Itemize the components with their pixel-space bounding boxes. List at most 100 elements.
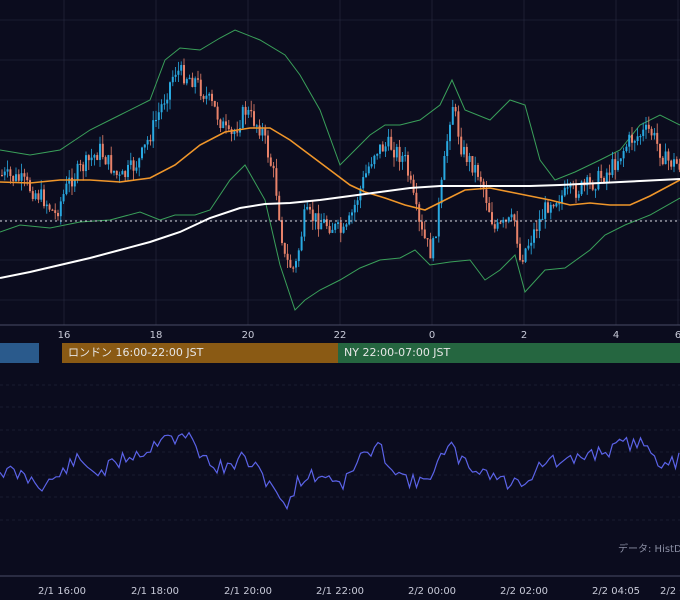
- candle-body: [544, 202, 547, 219]
- candle-body: [138, 158, 141, 168]
- candle-body: [342, 226, 345, 233]
- candle-body: [491, 212, 493, 225]
- candle-body: [82, 164, 85, 172]
- moving-averages: [0, 127, 680, 279]
- candle-body: [339, 222, 342, 233]
- candle-body: [577, 194, 580, 198]
- candle-body: [216, 106, 219, 120]
- candle-body: [43, 189, 45, 207]
- candle-body: [76, 163, 79, 180]
- candle-body: [79, 163, 82, 166]
- candle-body: [345, 224, 348, 227]
- candle-body: [115, 170, 118, 175]
- candle-body: [26, 176, 29, 181]
- candle-body: [253, 111, 255, 126]
- candle-body: [365, 173, 367, 178]
- candle-body: [121, 171, 124, 175]
- candle-body: [370, 164, 373, 167]
- osc-x-tick-label: 2/2 00:00: [408, 586, 456, 597]
- candle-body: [289, 259, 292, 268]
- x-tick-label: 16: [58, 330, 71, 341]
- candle-body: [163, 103, 166, 105]
- candle-body: [101, 143, 104, 158]
- candle-body: [300, 236, 303, 251]
- candle-body: [496, 222, 499, 229]
- session-label-london: ロンドン 16:00-22:00 JST: [68, 346, 204, 359]
- session-bar-tokyo: [0, 343, 39, 363]
- candle-body: [281, 220, 283, 243]
- candle-body: [222, 121, 225, 129]
- candle-body: [23, 173, 26, 177]
- candle-body: [272, 165, 275, 169]
- candle-body: [292, 267, 295, 269]
- candle-body: [241, 106, 244, 129]
- candle-body: [404, 154, 407, 157]
- candle-body: [367, 166, 370, 174]
- candle-body: [295, 261, 297, 268]
- candle-body: [325, 219, 328, 227]
- candle-body: [675, 159, 678, 164]
- candle-body: [636, 136, 639, 142]
- candle-body: [15, 174, 17, 182]
- candle-body: [460, 136, 463, 155]
- candle-body: [337, 222, 339, 224]
- candle-body: [477, 164, 479, 177]
- candle-body: [502, 219, 505, 223]
- candle-body: [171, 76, 174, 83]
- bollinger-lower-band: [0, 164, 680, 311]
- candle-body: [40, 189, 43, 200]
- candle-body: [202, 96, 205, 99]
- candle-body: [617, 161, 619, 170]
- candle-body: [488, 202, 491, 213]
- candle-body: [468, 156, 471, 163]
- x-tick-label: 2: [521, 330, 527, 341]
- candle-body: [250, 109, 253, 112]
- candle-body: [549, 204, 552, 213]
- candle-body: [384, 146, 387, 152]
- candle-body: [96, 155, 99, 160]
- candle-body: [87, 155, 90, 161]
- candle-body: [132, 160, 135, 171]
- candle-body: [524, 248, 527, 262]
- candle-body: [379, 144, 381, 154]
- candle-body: [213, 101, 216, 107]
- candle-body: [219, 119, 222, 129]
- candle-body: [530, 242, 533, 246]
- candle-body: [421, 221, 423, 230]
- candle-body: [17, 174, 20, 181]
- candle-body: [435, 236, 437, 239]
- candle-body: [513, 214, 516, 221]
- candle-body: [351, 212, 353, 216]
- candle-body: [591, 182, 594, 190]
- candle-body: [541, 218, 544, 221]
- candle-body: [247, 109, 250, 115]
- candle-body: [527, 245, 530, 249]
- candle-body: [6, 169, 9, 172]
- candle-body: [197, 78, 199, 80]
- candle-body: [409, 175, 412, 180]
- candle-body: [261, 128, 264, 136]
- candle-body: [129, 160, 132, 165]
- candle-body: [418, 204, 421, 222]
- candle-body: [639, 135, 642, 138]
- candle-body: [48, 204, 51, 210]
- candle-body: [479, 176, 482, 182]
- candle-body: [12, 175, 15, 182]
- candle-body: [521, 260, 524, 262]
- moving-average-slow: [0, 178, 680, 279]
- x-tick-label: 6: [675, 330, 680, 341]
- candle-body: [580, 181, 583, 195]
- bollinger-upper-band: [0, 29, 680, 181]
- candle-body: [205, 95, 208, 99]
- price-chart: 16 18 20 22 0 2 4 6: [0, 0, 680, 341]
- candle-body: [561, 195, 563, 204]
- candle-body: [608, 172, 611, 176]
- candle-body: [169, 82, 171, 100]
- candle-body: [555, 203, 558, 207]
- candle-body: [614, 159, 617, 170]
- candle-body: [474, 164, 477, 173]
- candle-body: [519, 243, 521, 261]
- candle-body: [597, 170, 600, 190]
- candle-body: [3, 171, 6, 176]
- candle-body: [174, 74, 177, 77]
